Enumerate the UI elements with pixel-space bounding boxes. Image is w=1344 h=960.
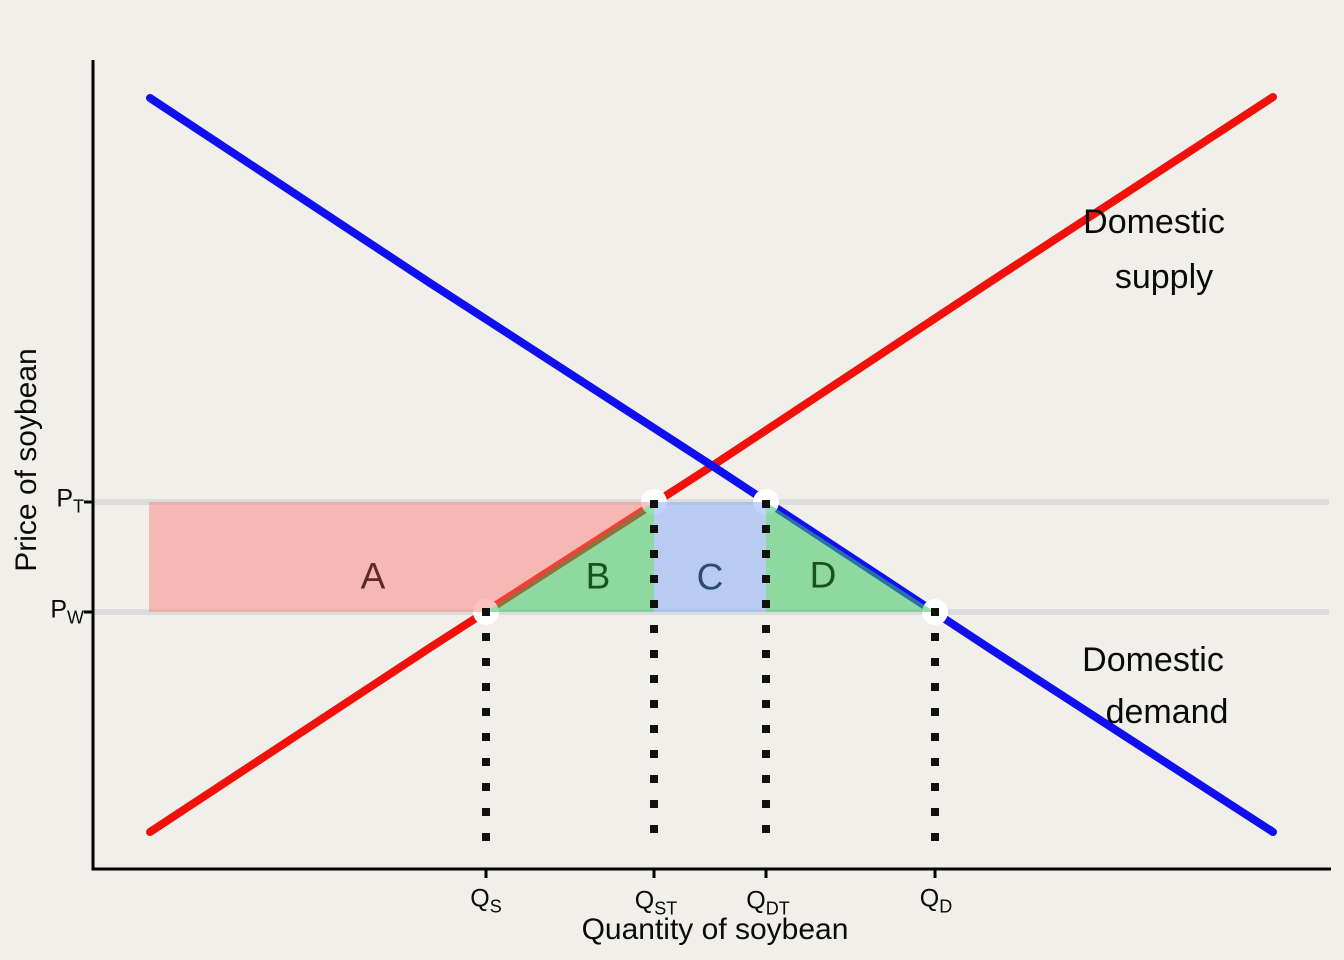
price-label-pw: PW xyxy=(50,595,84,628)
region-label-c: C xyxy=(696,556,724,598)
qty-label-qs: QS xyxy=(470,884,502,917)
qty-label-qst: QST xyxy=(634,886,678,919)
price-label-pw-sub: W xyxy=(67,607,84,628)
demand-label-line1: Domestic xyxy=(1082,641,1224,679)
price-label-pw-main: P xyxy=(50,595,67,624)
qty-label-qs-sub: S xyxy=(489,896,502,917)
supply-label-line2: supply xyxy=(1114,258,1214,296)
region-a xyxy=(149,502,654,612)
qty-label-qst-main: Q xyxy=(634,886,655,915)
region-label-a: A xyxy=(360,555,386,597)
region-label-b: B xyxy=(585,555,611,597)
qty-label-qd-sub: D xyxy=(939,896,953,917)
region-c xyxy=(654,502,766,612)
region-d xyxy=(766,502,935,612)
demand-label-line2: demand xyxy=(1105,693,1229,731)
price-label-pt-main: P xyxy=(56,484,73,513)
qty-label-qdt-main: Q xyxy=(746,886,766,915)
qty-label-qdt-sub: DT xyxy=(765,898,790,919)
qty-label-qd-main: Q xyxy=(919,884,940,913)
domestic-demand-line xyxy=(146,94,1277,836)
price-label-pt-sub: T xyxy=(73,496,84,517)
axes xyxy=(91,60,1331,871)
price-label-pt: PT xyxy=(56,484,84,517)
qty-label-qst-sub: ST xyxy=(654,898,678,919)
region-b xyxy=(486,502,654,612)
region-label-d: D xyxy=(809,554,837,596)
supply-label-line1: Domestic xyxy=(1083,203,1225,241)
x-axis-title: Quantity of soybean xyxy=(581,913,849,946)
y-axis-title: Price of soybean xyxy=(10,348,43,572)
qty-label-qdt: QDT xyxy=(746,886,790,919)
qty-label-qd: QD xyxy=(919,884,953,917)
qty-label-qs-main: Q xyxy=(470,884,490,913)
